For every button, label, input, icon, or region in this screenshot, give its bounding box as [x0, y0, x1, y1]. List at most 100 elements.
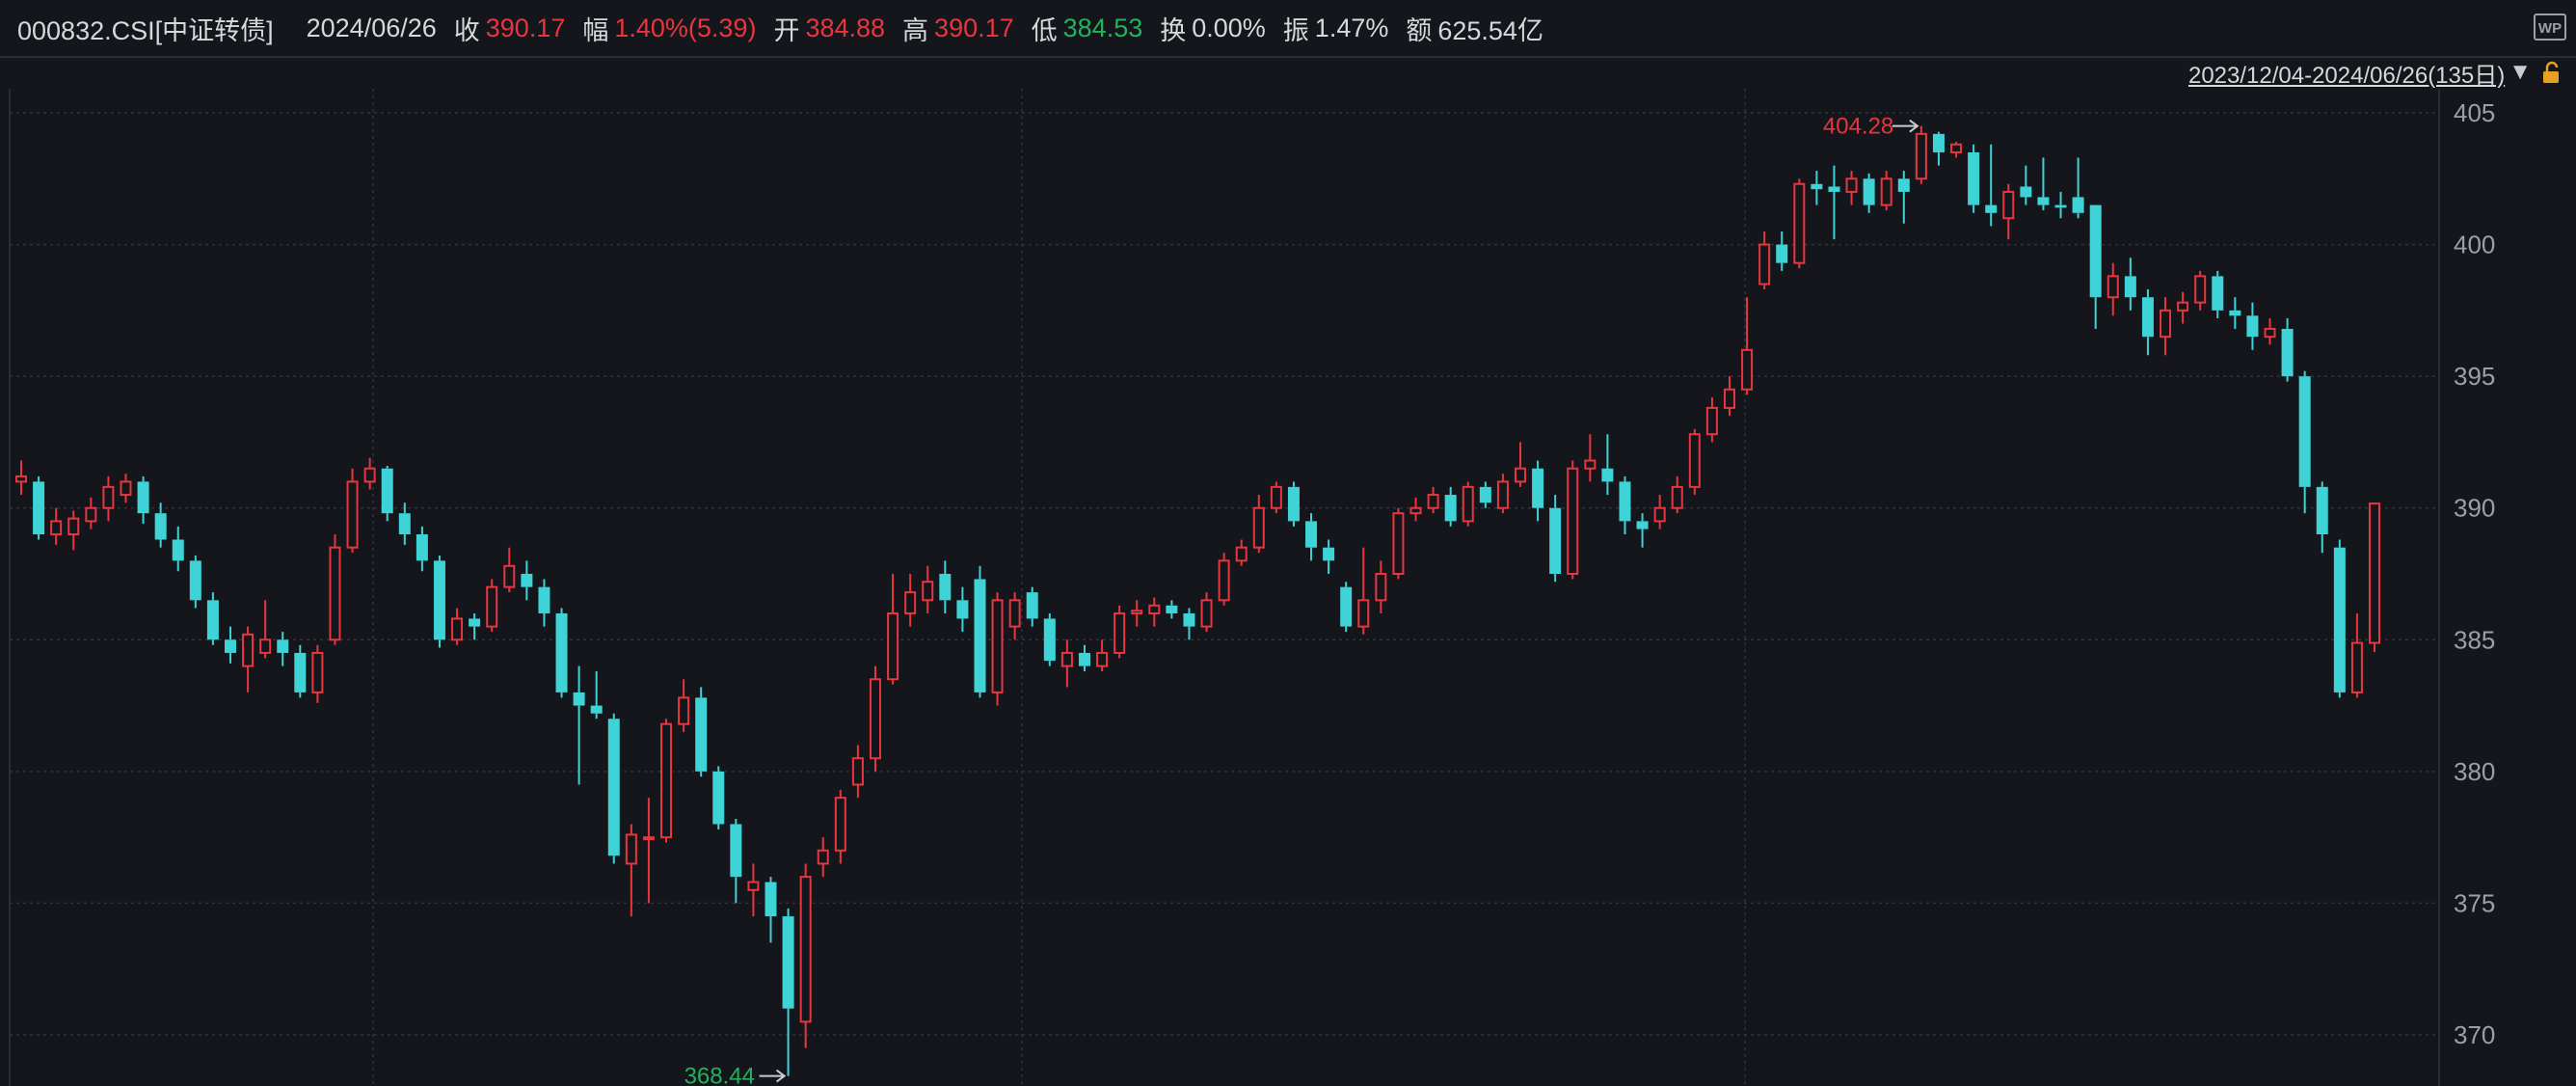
candle-61[interactable] — [1078, 644, 1090, 672]
candle-101[interactable] — [1776, 231, 1788, 271]
candle-71[interactable] — [1252, 495, 1265, 554]
candle-21[interactable] — [381, 466, 393, 522]
candle-46[interactable] — [817, 837, 829, 878]
candle-81[interactable] — [1427, 486, 1439, 514]
symbol-label[interactable]: 000832.CSI[中证转债] — [17, 15, 274, 45]
candle-9[interactable] — [172, 526, 184, 572]
candle-78[interactable] — [1375, 560, 1387, 613]
candle-74[interactable] — [1305, 513, 1318, 561]
candle-8[interactable] — [154, 502, 167, 548]
candle-55[interactable] — [974, 565, 986, 698]
candle-127[interactable] — [2229, 297, 2241, 329]
candle-100[interactable] — [1758, 231, 1771, 290]
candle-120[interactable] — [2106, 262, 2119, 316]
candle-13[interactable] — [242, 626, 255, 692]
candle-109[interactable] — [1915, 125, 1927, 184]
candle-17[interactable] — [311, 644, 324, 703]
candle-82[interactable] — [1444, 486, 1457, 527]
candle-80[interactable] — [1409, 497, 1422, 522]
candle-52[interactable] — [922, 565, 934, 613]
candle-39[interactable] — [695, 687, 708, 777]
candle-43[interactable] — [765, 877, 777, 943]
candle-26[interactable] — [469, 612, 481, 640]
candle-49[interactable] — [869, 665, 881, 772]
wp-icon[interactable]: WP — [2534, 14, 2566, 41]
candle-96[interactable] — [1688, 428, 1701, 496]
candle-38[interactable] — [678, 679, 690, 732]
candle-91[interactable] — [1601, 434, 1614, 496]
candle-93[interactable] — [1636, 513, 1649, 548]
candle-70[interactable] — [1235, 539, 1248, 566]
candle-115[interactable] — [2020, 165, 2032, 205]
candle-12[interactable] — [224, 626, 236, 664]
candle-94[interactable] — [1653, 495, 1666, 529]
candle-117[interactable] — [2054, 191, 2067, 219]
candle-112[interactable] — [1968, 144, 1980, 213]
candle-88[interactable] — [1549, 495, 1562, 583]
candle-32[interactable] — [573, 665, 585, 785]
candle-62[interactable] — [1096, 639, 1109, 672]
candle-129[interactable] — [2264, 318, 2276, 345]
candle-66[interactable] — [1166, 600, 1178, 619]
candle-123[interactable] — [2160, 297, 2172, 356]
candle-135[interactable] — [2369, 502, 2380, 653]
candle-114[interactable] — [2002, 183, 2015, 240]
candle-23[interactable] — [416, 526, 428, 572]
candle-102[interactable] — [1793, 178, 1806, 269]
candle-40[interactable] — [712, 766, 725, 829]
candle-133[interactable] — [2333, 539, 2346, 698]
candle-111[interactable] — [1950, 142, 1963, 158]
candle-90[interactable] — [1584, 434, 1597, 482]
candle-79[interactable] — [1392, 507, 1405, 580]
candle-97[interactable] — [1705, 396, 1718, 443]
candle-121[interactable] — [2124, 258, 2136, 311]
candle-89[interactable] — [1567, 460, 1579, 580]
candle-104[interactable] — [1828, 165, 1840, 240]
candle-53[interactable] — [939, 560, 952, 613]
candle-48[interactable] — [851, 745, 864, 799]
candle-108[interactable] — [1897, 171, 1910, 224]
dropdown-triangle-icon[interactable]: ▼ — [2509, 59, 2532, 85]
candle-116[interactable] — [2037, 157, 2050, 211]
candle-99[interactable] — [1741, 297, 1754, 395]
candle-0[interactable] — [15, 460, 27, 496]
candle-77[interactable] — [1357, 547, 1370, 635]
candle-83[interactable] — [1462, 481, 1474, 527]
candle-24[interactable] — [433, 555, 445, 648]
candle-103[interactable] — [1811, 171, 1823, 205]
candle-110[interactable] — [1932, 131, 1945, 166]
candle-47[interactable] — [834, 789, 846, 864]
candle-72[interactable] — [1270, 481, 1282, 514]
candle-126[interactable] — [2212, 270, 2224, 319]
candle-118[interactable] — [2072, 157, 2084, 219]
candle-69[interactable] — [1218, 553, 1230, 606]
candle-22[interactable] — [398, 502, 411, 545]
candle-105[interactable] — [1845, 171, 1858, 205]
lock-icon[interactable] — [2541, 60, 2563, 85]
candle-35[interactable] — [625, 824, 637, 917]
candle-134[interactable] — [2350, 612, 2363, 698]
candle-85[interactable] — [1496, 474, 1509, 514]
candle-65[interactable] — [1148, 597, 1161, 627]
candle-45[interactable] — [799, 863, 812, 1048]
candle-56[interactable] — [991, 592, 1004, 706]
candle-15[interactable] — [277, 632, 289, 666]
candle-76[interactable] — [1340, 582, 1353, 633]
candle-7[interactable] — [137, 475, 149, 525]
candles[interactable] — [15, 125, 2380, 1076]
candle-75[interactable] — [1323, 539, 1335, 574]
candle-33[interactable] — [590, 671, 603, 719]
candle-131[interactable] — [2298, 370, 2311, 514]
candle-63[interactable] — [1114, 605, 1126, 659]
candle-28[interactable] — [503, 547, 516, 593]
candle-10[interactable] — [189, 555, 201, 609]
candle-14[interactable] — [259, 600, 272, 659]
candle-106[interactable] — [1863, 173, 1875, 213]
range-text[interactable]: 2023/12/04-2024/06/26(135日) — [2187, 62, 2506, 89]
candle-50[interactable] — [887, 574, 899, 685]
candle-18[interactable] — [329, 534, 341, 645]
candle-31[interactable] — [555, 608, 568, 698]
candle-37[interactable] — [660, 719, 673, 843]
candle-124[interactable] — [2177, 291, 2189, 324]
candle-67[interactable] — [1183, 608, 1195, 640]
